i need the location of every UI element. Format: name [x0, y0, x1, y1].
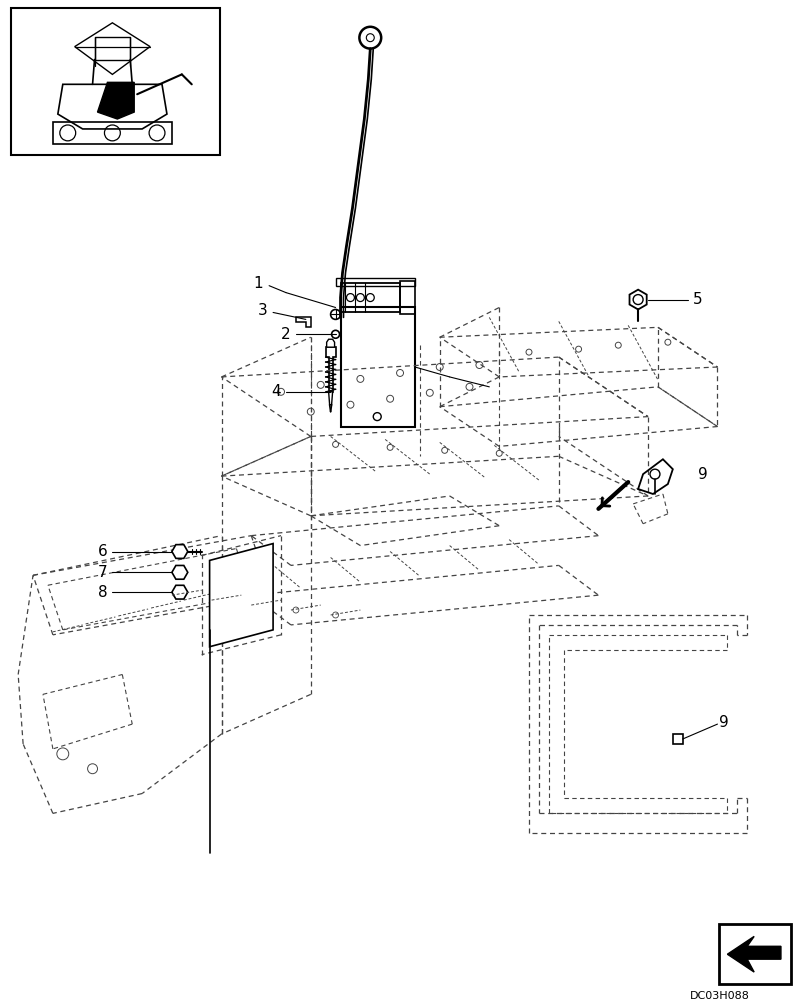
Polygon shape: [727, 936, 780, 972]
Circle shape: [330, 309, 340, 319]
Text: 5: 5: [692, 292, 702, 307]
Bar: [719, 924, 790, 984]
Polygon shape: [172, 585, 187, 599]
Polygon shape: [328, 392, 333, 405]
Polygon shape: [172, 545, 187, 558]
Polygon shape: [209, 544, 272, 647]
Polygon shape: [326, 339, 334, 347]
Text: 4: 4: [271, 384, 281, 399]
Bar: [11, 8, 219, 155]
Circle shape: [359, 27, 380, 49]
Text: 9: 9: [697, 467, 706, 482]
Bar: [672, 734, 682, 744]
Polygon shape: [172, 565, 187, 579]
Circle shape: [331, 330, 339, 338]
Polygon shape: [97, 82, 134, 119]
Text: 6: 6: [97, 544, 107, 559]
Polygon shape: [325, 347, 335, 392]
Text: 7: 7: [97, 565, 107, 580]
Text: 8: 8: [97, 585, 107, 600]
Text: 2: 2: [281, 327, 290, 342]
Text: 3: 3: [257, 303, 267, 318]
Text: 9: 9: [719, 715, 728, 730]
Text: 1: 1: [253, 276, 263, 291]
Text: DC03H088: DC03H088: [689, 991, 749, 1000]
